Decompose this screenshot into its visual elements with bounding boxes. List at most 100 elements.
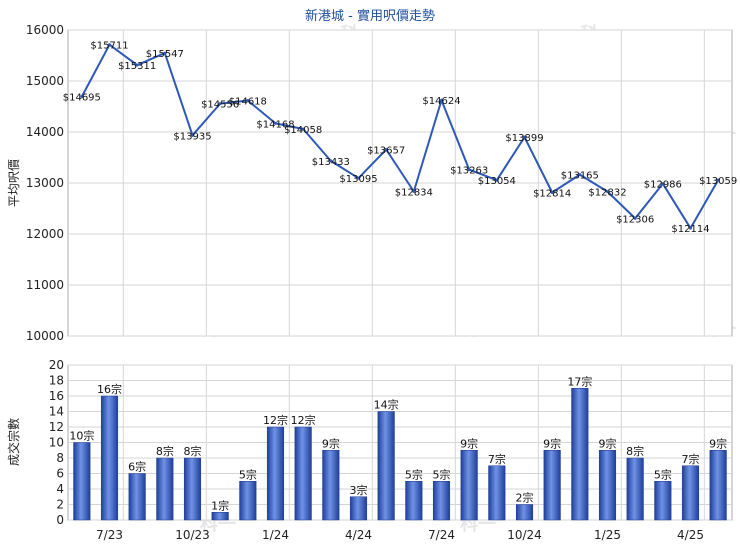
price-point [384, 147, 388, 151]
x-tick-label: 10/24 [507, 528, 542, 542]
price-point [716, 178, 720, 182]
price-point [191, 133, 194, 137]
count-y-tick-label: 8 [56, 451, 64, 465]
price-point [661, 182, 665, 186]
count-y-tick-label: 2 [56, 498, 64, 512]
count-data-label: 5宗 [239, 467, 257, 481]
price-data-label: $14556 [201, 100, 239, 111]
price-y-tick-label: 15000 [26, 74, 64, 88]
count-y-tick-label: 6 [56, 467, 64, 481]
price-y-tick-label: 11000 [26, 278, 64, 292]
count-data-label: 8宗 [184, 444, 202, 458]
count-y-tick-label: 4 [56, 482, 64, 496]
count-bar [349, 496, 368, 521]
count-bar [571, 388, 589, 521]
count-data-label: 3宗 [350, 483, 368, 497]
price-point [523, 135, 526, 139]
count-data-label: 12宗 [291, 413, 316, 427]
price-point [412, 189, 416, 193]
count-bar [294, 426, 312, 521]
price-y-tick-label: 12000 [26, 227, 64, 241]
count-data-label: 5宗 [405, 467, 423, 481]
count-bar [322, 450, 340, 521]
count-data-label: 9宗 [709, 436, 727, 450]
price-data-label: $12986 [644, 180, 682, 191]
count-data-label: 6宗 [128, 460, 146, 474]
x-tick-label: 4/25 [677, 528, 704, 542]
count-data-label: 12宗 [263, 413, 288, 427]
count-data-label: 9宗 [543, 436, 561, 450]
chart-title: 新港城 - 實用呎價走勢 [305, 8, 435, 24]
count-bar [183, 457, 202, 521]
price-point [108, 43, 111, 47]
count-data-label: 10宗 [69, 429, 94, 443]
count-bar [626, 457, 644, 521]
x-tick-label: 7/23 [96, 528, 123, 542]
count-bar [709, 450, 727, 521]
count-data-label: 7宗 [682, 452, 700, 466]
price-data-label: $13095 [339, 174, 377, 185]
price-point [578, 173, 582, 177]
price-data-label: $12834 [395, 187, 433, 198]
count-bar [100, 395, 119, 521]
price-data-label: $12306 [616, 214, 654, 225]
price-point [329, 159, 333, 163]
count-bar [211, 512, 229, 521]
price-y-axis-label: 平均呎價 [7, 159, 21, 207]
count-y-tick-label: 20 [49, 358, 64, 372]
x-tick-label: 1/25 [594, 528, 621, 542]
x-tick-label: 4/24 [345, 528, 372, 542]
price-y-tick-label: 16000 [26, 23, 64, 37]
count-data-label: 17宗 [567, 374, 592, 388]
price-point [135, 63, 139, 67]
count-y-tick-label: 10 [49, 436, 64, 450]
count-bar [432, 481, 451, 521]
x-tick-label: 10/23 [175, 528, 210, 542]
count-bar [488, 465, 506, 521]
count-bar [654, 481, 672, 521]
count-bar [543, 450, 561, 521]
price-point [163, 51, 167, 55]
x-tick-label: 7/24 [428, 528, 455, 542]
count-bar [598, 450, 617, 521]
count-y-tick-label: 16 [49, 389, 64, 403]
price-point [218, 102, 222, 106]
price-point [689, 226, 692, 230]
price-data-label: $15311 [118, 61, 156, 72]
price-y-tick-label: 14000 [26, 125, 64, 139]
count-data-label: 7宗 [488, 452, 506, 466]
count-bar [681, 465, 700, 521]
count-y-tick-label: 12 [49, 420, 64, 434]
price-series-line [80, 43, 720, 230]
price-data-label: $12814 [533, 188, 571, 199]
price-data-label: $13657 [367, 145, 405, 156]
price-data-label: $14168 [256, 119, 294, 130]
count-data-label: 14宗 [374, 398, 399, 412]
count-y-tick-label: 0 [56, 513, 64, 527]
price-point [440, 98, 443, 102]
count-data-label: 16宗 [97, 382, 122, 396]
price-line-panel: 10000 11000 12000 13000 14000 15000 16000 $1469… [26, 23, 737, 343]
price-point [357, 176, 360, 180]
x-tick-label: 1/24 [262, 528, 289, 542]
price-data-label: $14695 [63, 93, 101, 104]
price-point [301, 127, 305, 131]
price-point [495, 178, 499, 182]
price-data-label: $15711 [90, 41, 128, 52]
price-data-label: $15547 [146, 49, 184, 60]
count-data-label: 8宗 [626, 444, 644, 458]
count-data-label: 9宗 [460, 436, 478, 450]
count-bar [405, 481, 423, 521]
price-y-tick-label: 10000 [26, 329, 64, 343]
count-data-label: 5宗 [654, 467, 672, 481]
price-point [80, 95, 84, 99]
price-data-label: $13165 [561, 171, 599, 182]
count-data-label: 9宗 [599, 436, 617, 450]
price-data-label: $13433 [312, 157, 350, 168]
price-point [606, 190, 609, 194]
count-y-tick-label: 18 [49, 374, 64, 388]
count-bar [128, 473, 146, 521]
price-point [633, 216, 637, 220]
count-data-label: 9宗 [322, 436, 340, 450]
price-data-label: $14618 [229, 96, 267, 107]
